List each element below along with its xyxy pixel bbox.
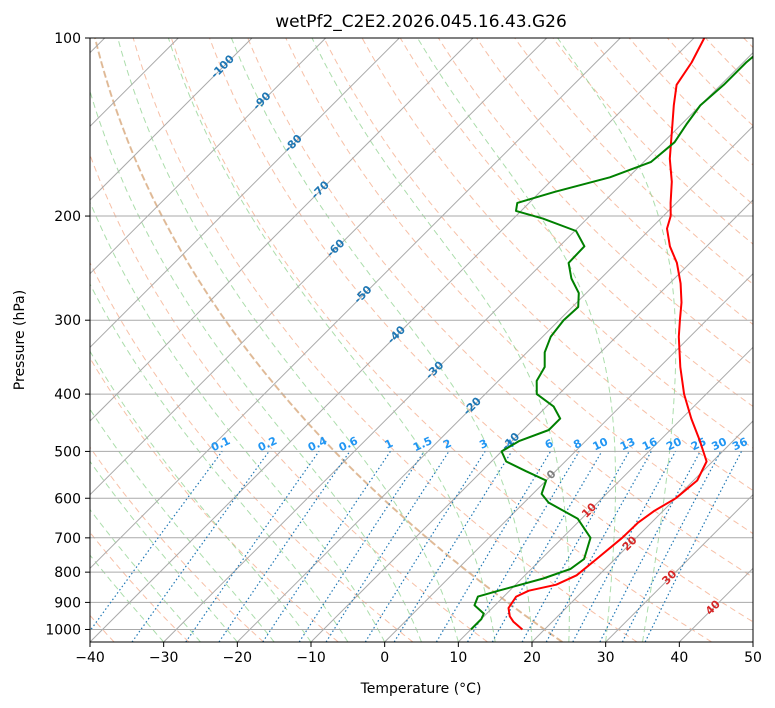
mixing-ratio-label: 20: [664, 435, 684, 453]
y-tick-label: 800: [54, 565, 81, 581]
x-tick-label: 20: [523, 650, 541, 666]
isotherm: [90, 38, 621, 570]
mixing-ratio-line: [298, 451, 425, 642]
y-tick-label: 300: [54, 313, 81, 329]
mixing-ratio-label: 36: [730, 435, 750, 453]
dry-adiabat: [90, 357, 339, 642]
moist-adiabat: [311, 38, 570, 642]
moist-adiabat: [230, 38, 533, 642]
isotherm: [384, 272, 753, 642]
mixing-ratio-line: [325, 451, 450, 642]
mixing-ratio-line: [185, 451, 320, 642]
dry-adiabat: [170, 38, 712, 642]
x-tick-label: −30: [149, 650, 179, 666]
x-tick-label: 10: [449, 650, 467, 666]
x-tick-label: 0: [380, 650, 389, 666]
dry-adiabat: [90, 261, 414, 642]
moist-adiabat: [90, 89, 422, 642]
chart-title: wetPf2_C2E2.2026.045.16.43.G26: [275, 12, 567, 32]
isotherm: [163, 51, 753, 642]
plot-area: [90, 38, 753, 642]
mixing-ratio-line: [545, 451, 652, 642]
dry-adiabat: [90, 446, 264, 642]
y-tick-label: 700: [54, 531, 81, 547]
dry-adiabat: [476, 38, 753, 326]
dry-adiabat: [285, 38, 753, 535]
mixing-ratio-line: [521, 451, 630, 642]
moist-adiabat: [90, 508, 201, 642]
y-tick-label: 600: [54, 491, 81, 507]
isotherm: [90, 38, 327, 275]
dry-adiabat: [209, 38, 753, 623]
x-tick-label: 50: [744, 650, 762, 666]
mixing-ratio-label: 30: [710, 435, 730, 453]
mixing-ratio-line: [644, 451, 743, 642]
x-tick-label: −40: [75, 650, 105, 666]
moist-adiabat: [90, 283, 349, 642]
dry-adiabat: [514, 38, 753, 285]
mixing-ratio-line: [218, 451, 351, 642]
background-lines: [90, 38, 753, 642]
reference-adiabat: [94, 38, 563, 642]
dry-adiabat: [132, 38, 638, 642]
mixing-ratio-label: 16: [640, 435, 660, 453]
x-axis-label: Temperature (°C): [360, 681, 482, 697]
y-tick-label: 1000: [45, 622, 81, 638]
x-tick-label: 40: [670, 650, 688, 666]
isotherm: [531, 420, 753, 642]
isotherm: [236, 125, 753, 642]
y-tick-label: 400: [54, 387, 81, 403]
isotherm: [90, 38, 695, 642]
x-tick-label: −10: [296, 650, 326, 666]
isotherm: [90, 38, 400, 349]
moist-adiabat: [90, 460, 238, 642]
y-axis-label: Pressure (hPa): [12, 290, 28, 390]
isotherm: [90, 38, 548, 496]
x-tick-label: 30: [597, 650, 615, 666]
moist-adiabat: [90, 554, 165, 642]
y-tick-label: 200: [54, 209, 81, 225]
x-tick-label: −20: [223, 650, 253, 666]
y-tick-label: 100: [54, 31, 81, 47]
mixing-ratio-label: 25: [689, 435, 708, 453]
plot-background: [90, 38, 753, 642]
isotherm: [457, 346, 753, 642]
isotherm: [90, 38, 253, 201]
mixing-ratio-label: 13: [618, 435, 637, 453]
temperature-profile: [507, 38, 708, 631]
isotherm: [90, 38, 474, 422]
moist-adiabat: [90, 201, 386, 642]
axes: −40 −30 −20 −10 0 10 20 30 40 50 1000 900 800 700 600 5…: [45, 31, 762, 666]
mixing-ratio-line: [90, 451, 223, 632]
dewpoint-profile: [470, 55, 753, 631]
mixing-ratio-line: [572, 451, 677, 642]
mixing-ratio-line: [131, 451, 270, 642]
isotherm: [310, 199, 753, 642]
isotherm: [605, 493, 753, 642]
moist-adiabat: [167, 38, 496, 642]
dry-adiabat: [247, 38, 753, 578]
moist-adiabat: [90, 408, 275, 642]
y-tick-label: 500: [54, 444, 81, 460]
mixing-ratio-label: 10: [591, 435, 611, 453]
mixing-ratio-line: [393, 451, 513, 642]
y-tick-label: 900: [54, 595, 81, 611]
plot-frame: [89, 37, 754, 643]
moist-adiabat: [557, 38, 677, 642]
sounding-profiles: [470, 38, 753, 631]
moist-adiabat: [417, 38, 617, 642]
mixing-ratio-line: [262, 451, 391, 642]
dry-adiabat: [323, 38, 753, 492]
